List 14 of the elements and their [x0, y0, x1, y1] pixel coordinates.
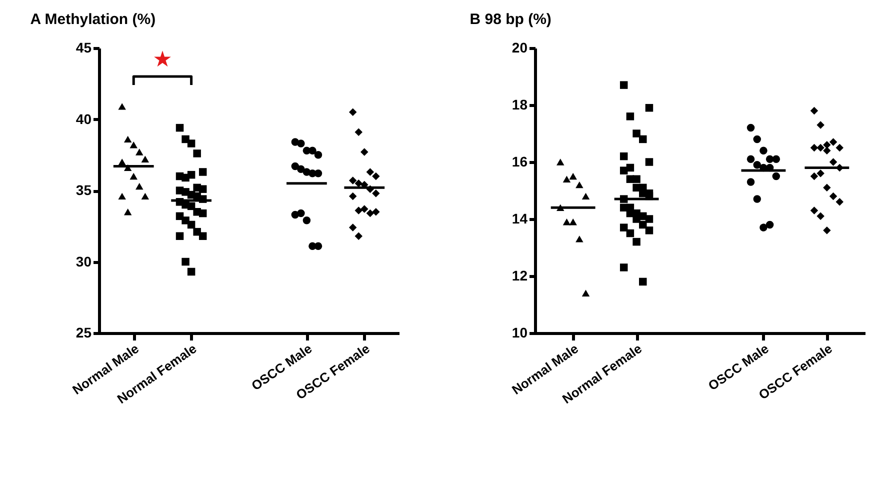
- y-tick-label: 20: [512, 40, 528, 56]
- y-tick-label: 12: [512, 268, 528, 284]
- annotation: ★: [152, 47, 172, 72]
- chart-title: A Methylation (%): [30, 11, 156, 28]
- y-tick-label: 30: [76, 253, 92, 270]
- y-tick-label: 45: [76, 40, 92, 56]
- chart-title: B 98 bp (%): [470, 11, 552, 28]
- y-tick-label: 16: [512, 154, 528, 170]
- y-tick-label: 10: [512, 324, 528, 340]
- y-tick-label: 25: [76, 324, 92, 340]
- y-tick-label: 40: [76, 110, 92, 127]
- y-tick-label: 18: [512, 96, 528, 112]
- y-tick-label: 14: [512, 210, 528, 226]
- y-tick-label: 35: [76, 182, 92, 198]
